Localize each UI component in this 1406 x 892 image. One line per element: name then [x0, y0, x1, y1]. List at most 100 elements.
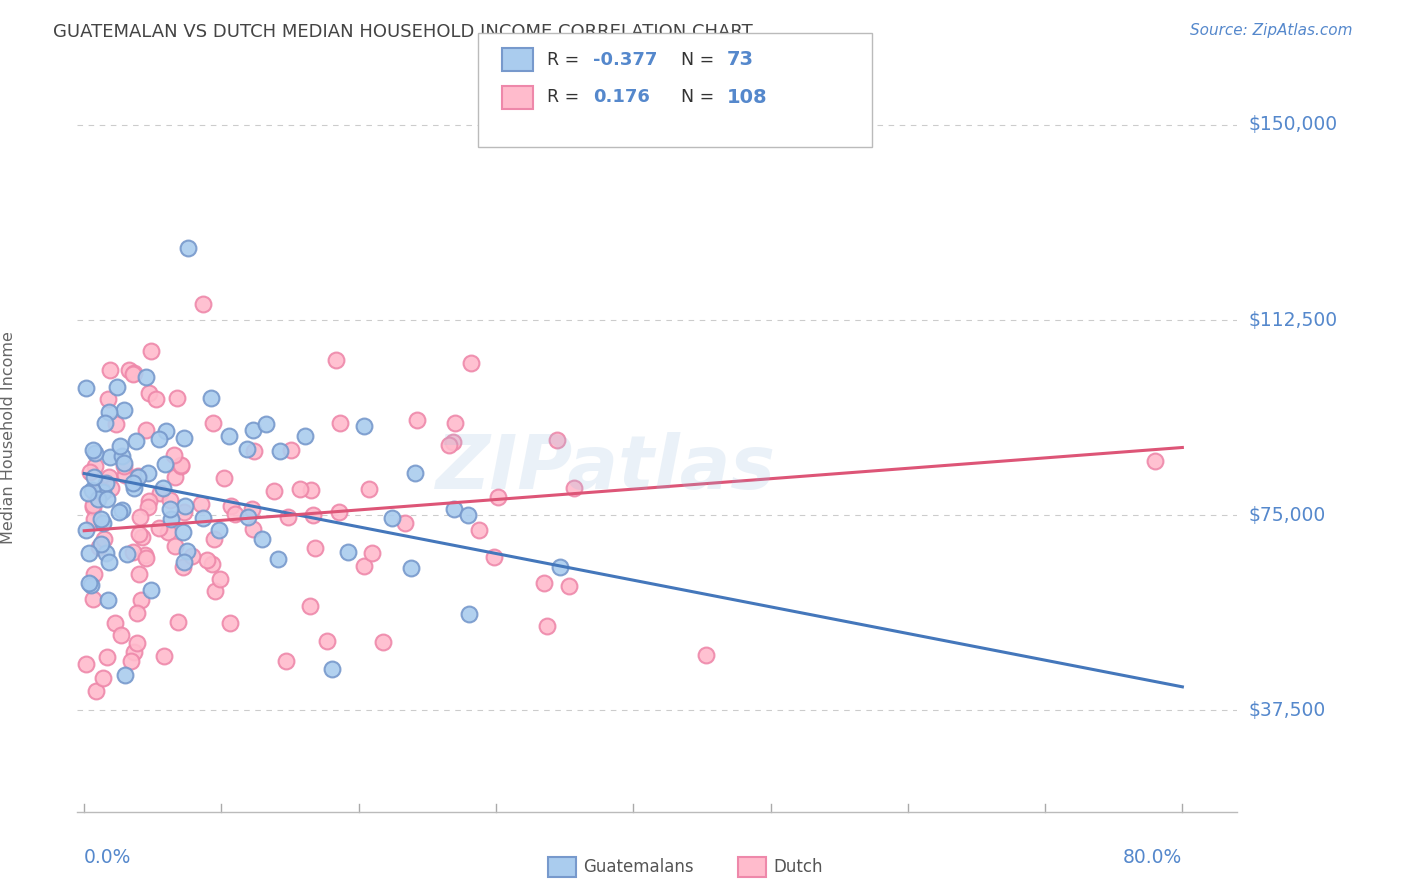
Point: [274, 654, 297, 668]
Point: [201, 558, 224, 572]
Point: [353, 559, 375, 574]
Point: [181, 549, 204, 564]
Text: $37,500: $37,500: [1249, 701, 1326, 720]
Point: [125, 434, 148, 449]
Point: [75, 657, 97, 671]
Point: [201, 416, 224, 430]
Point: [129, 509, 152, 524]
Point: [458, 607, 481, 621]
Text: 80.0%: 80.0%: [1123, 848, 1182, 867]
Point: [148, 486, 170, 500]
Text: ZIPatlas: ZIPatlas: [436, 432, 776, 505]
Text: 108: 108: [727, 87, 768, 107]
Point: [166, 391, 188, 405]
Point: [105, 417, 128, 432]
Point: [108, 505, 131, 519]
Point: [484, 549, 506, 564]
Point: [91, 485, 114, 500]
Point: [288, 482, 311, 496]
Text: N =: N =: [681, 51, 720, 69]
Point: [82, 500, 104, 514]
Point: [96, 649, 118, 664]
Text: N =: N =: [681, 88, 720, 106]
Point: [441, 434, 464, 449]
Point: [235, 442, 257, 457]
Point: [167, 615, 190, 629]
Point: [90, 511, 112, 525]
Point: [242, 423, 264, 437]
Point: [111, 503, 134, 517]
Point: [121, 544, 143, 558]
Point: [174, 499, 197, 513]
Point: [89, 540, 111, 554]
Point: [236, 510, 259, 524]
Point: [91, 516, 114, 530]
Point: [153, 648, 176, 663]
Point: [548, 559, 571, 574]
Point: [135, 551, 157, 566]
Point: [202, 532, 225, 546]
Point: [457, 508, 479, 522]
Point: [240, 501, 263, 516]
Point: [200, 391, 222, 405]
Point: [325, 352, 347, 367]
Point: [136, 500, 159, 514]
Point: [163, 470, 186, 484]
Text: Source: ZipAtlas.com: Source: ZipAtlas.com: [1189, 23, 1353, 38]
Text: 0.0%: 0.0%: [84, 848, 132, 867]
Point: [139, 344, 162, 359]
Point: [84, 446, 107, 460]
Point: [1143, 454, 1166, 468]
Point: [148, 520, 170, 534]
Point: [82, 498, 104, 512]
Point: [128, 526, 150, 541]
Point: [294, 429, 316, 443]
Point: [97, 392, 120, 407]
Point: [353, 418, 375, 433]
Point: [214, 471, 236, 485]
Point: [98, 363, 121, 377]
Point: [75, 523, 97, 537]
Point: [122, 644, 145, 658]
Point: [84, 459, 107, 474]
Point: [145, 392, 167, 406]
Point: [163, 539, 186, 553]
Point: [127, 469, 149, 483]
Point: [316, 634, 339, 648]
Point: [564, 481, 586, 495]
Point: [138, 386, 160, 401]
Text: Median Household Income: Median Household Income: [1, 331, 17, 543]
Point: [112, 458, 135, 473]
Point: [444, 416, 467, 430]
Point: [468, 523, 491, 537]
Point: [193, 511, 215, 525]
Point: [298, 599, 321, 613]
Point: [224, 507, 246, 521]
Point: [111, 449, 134, 463]
Point: [437, 437, 460, 451]
Point: [131, 530, 153, 544]
Point: [135, 369, 157, 384]
Point: [176, 544, 198, 558]
Text: 0.176: 0.176: [593, 88, 650, 106]
Point: [77, 546, 100, 560]
Point: [104, 615, 127, 630]
Point: [163, 448, 186, 462]
Point: [329, 417, 352, 431]
Point: [136, 466, 159, 480]
Point: [173, 555, 195, 569]
Point: [100, 481, 122, 495]
Text: GUATEMALAN VS DUTCH MEDIAN HOUSEHOLD INCOME CORRELATION CHART: GUATEMALAN VS DUTCH MEDIAN HOUSEHOLD INC…: [53, 23, 754, 41]
Point: [82, 443, 104, 458]
Point: [280, 443, 302, 458]
Point: [204, 584, 226, 599]
Point: [117, 547, 139, 561]
Point: [269, 443, 291, 458]
Point: [135, 423, 157, 437]
Point: [546, 433, 568, 447]
Point: [243, 444, 266, 458]
Point: [129, 593, 152, 607]
Text: $150,000: $150,000: [1249, 115, 1337, 135]
Point: [148, 432, 170, 446]
Point: [361, 546, 384, 560]
